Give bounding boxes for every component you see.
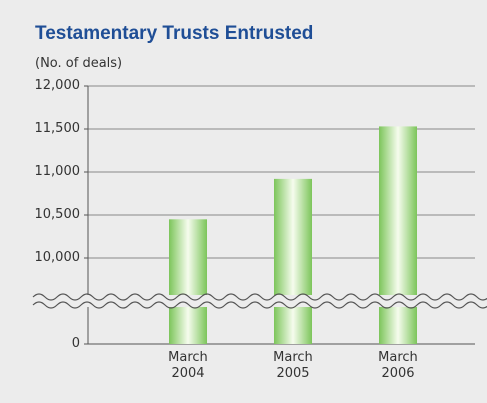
y-tick-label: 0	[71, 336, 80, 351]
y-tick-label: 12,000	[34, 78, 81, 93]
chart-title: Testamentary Trusts Entrusted	[35, 23, 314, 44]
y-tick-label: 11,000	[34, 164, 81, 179]
bar	[169, 219, 207, 344]
axis-break	[32, 301, 487, 309]
axis-break-gap	[33, 295, 480, 307]
bar	[379, 126, 417, 344]
axis-break	[32, 293, 487, 301]
x-tick-label: March 2004	[168, 350, 208, 381]
y-tick-label: 10,500	[34, 207, 81, 222]
y-tick-label: 10,000	[34, 250, 81, 265]
x-tick-label: March 2006	[378, 350, 418, 381]
x-tick-label: March 2005	[273, 350, 313, 381]
y-axis-label: (No. of deals)	[35, 56, 123, 71]
y-tick-label: 11,500	[34, 121, 81, 136]
bar	[274, 178, 312, 344]
